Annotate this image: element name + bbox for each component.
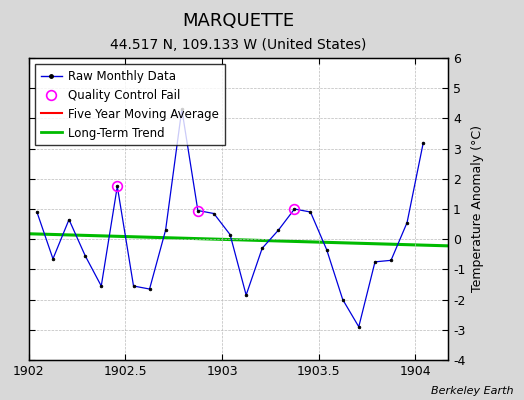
Text: 44.517 N, 109.133 W (United States): 44.517 N, 109.133 W (United States): [110, 38, 367, 52]
Text: Berkeley Earth: Berkeley Earth: [431, 386, 514, 396]
Y-axis label: Temperature Anomaly (°C): Temperature Anomaly (°C): [471, 126, 484, 292]
Text: MARQUETTE: MARQUETTE: [182, 12, 294, 30]
Legend: Raw Monthly Data, Quality Control Fail, Five Year Moving Average, Long-Term Tren: Raw Monthly Data, Quality Control Fail, …: [35, 64, 225, 146]
